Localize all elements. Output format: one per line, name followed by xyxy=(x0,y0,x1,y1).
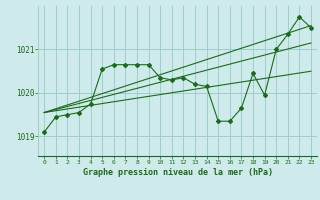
X-axis label: Graphe pression niveau de la mer (hPa): Graphe pression niveau de la mer (hPa) xyxy=(83,168,273,177)
